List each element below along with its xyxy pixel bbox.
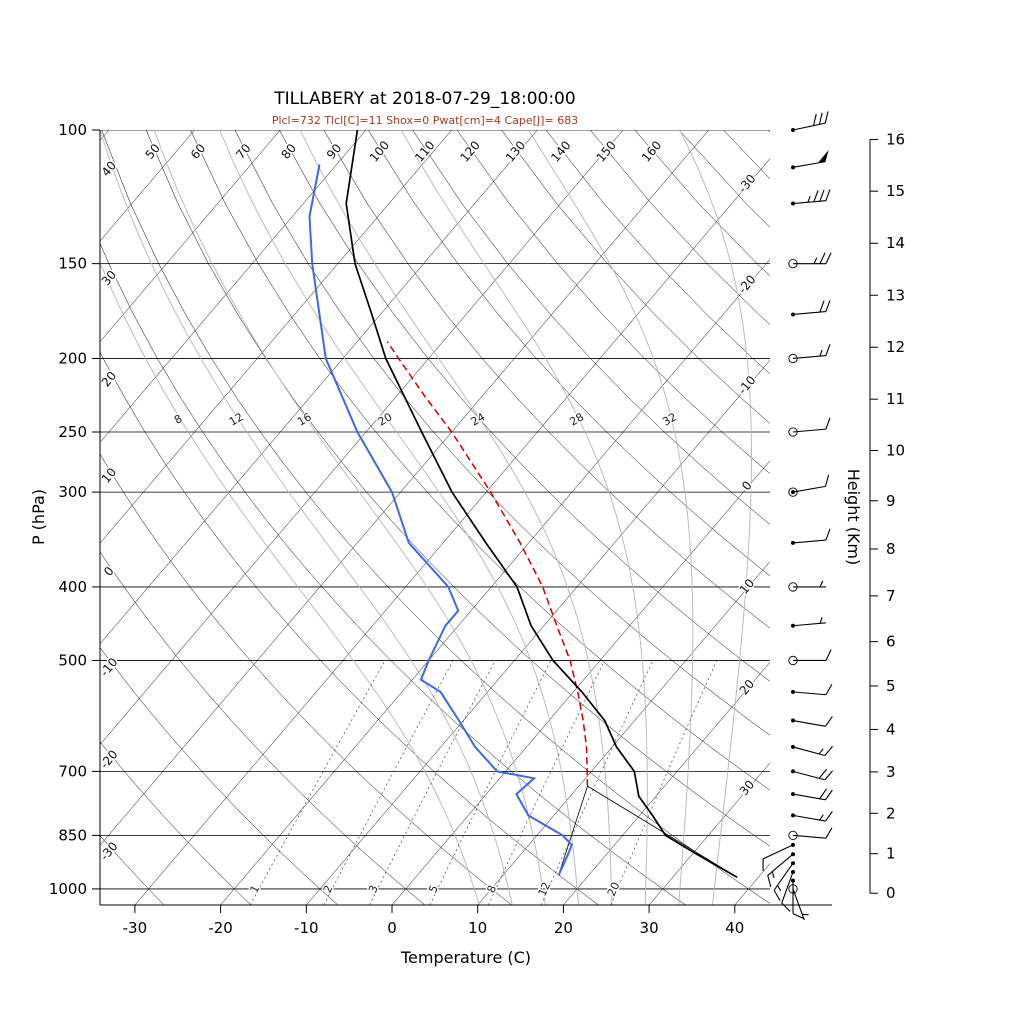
height-tick: 12 [886,338,905,356]
background-grid [100,130,770,905]
svg-text:-30: -30 [735,172,758,196]
svg-text:20: 20 [605,880,623,898]
height-tick: 4 [886,720,896,738]
svg-text:1: 1 [247,883,262,895]
height-axis-label: Height (Km) [844,469,863,566]
chart-subtitle: Plcl=732 Tlcl[C]=11 Shox=0 Pwat[cm]=4 Ca… [272,114,578,127]
temperature-tick: 0 [387,919,397,937]
svg-text:2: 2 [321,883,336,895]
sounding-curves [308,130,738,878]
temperature-tick: 20 [554,919,573,937]
height-tick: 0 [886,884,896,902]
svg-text:140: 140 [548,138,573,165]
svg-text:60: 60 [188,141,209,162]
height-tick: 6 [886,633,896,651]
pressure-tick: 850 [58,826,87,844]
height-tick: 14 [886,234,905,252]
svg-text:30: 30 [737,778,758,799]
svg-text:-30: -30 [97,839,120,863]
chart-title: TILLABERY at 2018-07-29_18:00:00 [273,89,575,109]
temperature-curve [345,130,738,878]
svg-text:0: 0 [739,478,755,493]
pressure-tick: 700 [58,762,87,780]
svg-text:40: 40 [99,158,120,179]
height-tick: 9 [886,492,896,510]
height-tick: 7 [886,587,896,605]
svg-text:0: 0 [101,564,117,579]
svg-text:8: 8 [172,412,185,427]
svg-text:-20: -20 [735,272,758,296]
wind-station-circle [788,487,798,497]
temperature-tick: -30 [123,919,148,937]
svg-text:12: 12 [536,880,554,898]
pressure-axis-label: P (hPa) [29,489,48,545]
svg-text:-10: -10 [735,373,758,397]
pressure-tick: 500 [58,651,87,669]
generated-chart-content: 50 60 70 80 90 100 110 120 130 140 150 160403020100… [49,111,905,937]
svg-text:10: 10 [99,465,120,486]
height-tick: 1 [886,845,896,863]
svg-text:110: 110 [412,138,437,165]
svg-text:10: 10 [737,576,758,597]
parcel-curve [386,341,589,787]
svg-text:20: 20 [737,677,758,698]
height-tick: 10 [886,441,905,459]
svg-text:5: 5 [426,883,441,895]
height-tick: 16 [886,130,905,148]
svg-text:100: 100 [367,138,392,165]
dewpoint-curve [308,164,573,876]
temperature-tick: -10 [294,919,319,937]
svg-text:20: 20 [99,369,120,390]
svg-text:32: 32 [660,410,679,428]
height-tick: 13 [886,286,905,304]
pressure-tick: 250 [58,423,87,441]
height-tick: 2 [886,804,896,822]
height-tick: 3 [886,763,896,781]
svg-text:-20: -20 [97,747,120,771]
svg-text:28: 28 [568,410,587,428]
svg-text:8: 8 [484,883,499,895]
pressure-tick: 150 [58,255,87,273]
temperature-tick: 40 [725,919,744,937]
height-tick: 5 [886,677,896,695]
grid-line-labels: 50 60 70 80 90 100 110 120 130 140 150 160403020100… [96,137,760,900]
svg-text:-10: -10 [97,655,120,679]
temperature-tick: 30 [640,919,659,937]
svg-text:80: 80 [279,141,300,162]
pressure-tick: 100 [58,121,87,139]
height-tick: 11 [886,390,905,408]
height-tick: 8 [886,540,896,558]
wind-barbs [762,111,834,921]
temperature-tick: -20 [208,919,233,937]
pressure-tick: 400 [58,578,87,596]
parcel-mixing-ratio-ascent-line [558,785,588,876]
svg-text:70: 70 [233,141,254,162]
svg-text:160: 160 [639,138,664,165]
svg-text:50: 50 [142,141,163,162]
pressure-tick: 200 [58,349,87,367]
temperature-axis-label: Temperature (C) [400,948,531,967]
svg-text:30: 30 [99,268,120,289]
svg-text:150: 150 [594,138,619,165]
height-tick: 15 [886,182,905,200]
pressure-tick: 1000 [49,880,87,898]
temperature-tick: 10 [468,919,487,937]
pressure-tick: 300 [58,483,87,501]
svg-text:3: 3 [366,883,381,895]
